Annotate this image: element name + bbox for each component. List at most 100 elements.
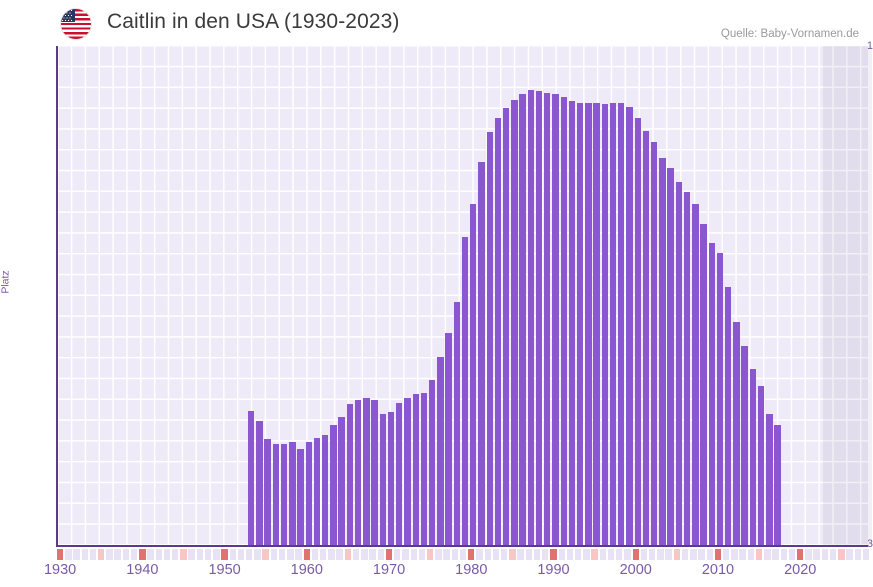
x-tick-minor [410,549,417,560]
x-axis-tick-label: 2020 [784,562,817,578]
x-tick-minor [747,549,755,560]
x-tick-major [632,549,639,560]
x-tick-minor [525,549,533,560]
y-axis-tick-top: 1 [866,40,873,52]
x-tick-half [509,549,516,560]
bar [420,392,428,545]
x-axis-tick-label: 2010 [701,562,735,578]
bar [749,368,757,545]
x-tick-major [385,549,393,560]
x-tick-minor [492,549,500,560]
x-tick-minor [821,549,829,560]
bar [363,398,370,545]
x-tick-minor [607,549,615,560]
page-title: Caitlin in den USA (1930-2023) [107,10,400,33]
x-axis-tick-label: 1930 [43,562,77,578]
bar [502,108,510,545]
bar [511,99,518,545]
x-tick-minor [122,549,130,560]
source-attribution: Quelle: Baby-Vornamen.de [720,28,859,40]
x-axis-tick-label: 1950 [208,562,241,578]
x-tick-minor [739,549,746,560]
x-tick-minor [640,549,648,560]
x-tick-minor [418,549,426,560]
plot-area [56,46,873,547]
x-tick-major [797,549,804,560]
x-tick-minor [484,549,491,560]
x-tick-half [98,549,105,560]
x-tick-minor [270,549,278,560]
x-tick-minor [163,549,171,560]
bar [593,102,600,545]
x-tick-minor [698,549,705,560]
bar [445,333,452,545]
bar [387,412,395,545]
x-tick-minor [254,549,261,560]
bar [675,181,683,545]
x-tick-minor [147,549,154,560]
bar [264,439,271,545]
bar [322,435,329,545]
x-axis-tick-label: 1970 [372,562,406,578]
x-axis-tick-label: 1960 [290,562,323,578]
x-tick-half [838,549,845,560]
bar [733,321,740,545]
x-tick-major [714,549,722,560]
x-tick-minor [813,549,820,560]
x-tick-minor [599,549,607,560]
bar [313,437,321,545]
bar [346,403,354,545]
bar [486,132,493,545]
bar [289,442,296,545]
x-tick-minor [681,549,689,560]
bar [552,94,559,545]
x-tick-minor [237,549,245,560]
x-tick-major [221,549,228,560]
bar [535,91,543,545]
bar [396,402,403,545]
bar [428,379,436,545]
bar [634,118,641,545]
x-tick-minor [402,549,409,560]
x-tick-minor [65,549,72,560]
bar [379,413,387,545]
bars-layer [58,46,868,545]
x-tick-minor [542,549,549,560]
x-tick-half [180,549,187,560]
x-tick-minor [624,549,631,560]
x-tick-minor [114,549,121,560]
bar [609,102,617,545]
x-tick-minor [172,549,179,560]
bar [371,399,378,545]
x-tick-half [344,549,352,560]
x-tick-minor [328,549,335,560]
x-tick-minor [246,549,253,560]
x-tick-minor [188,549,195,560]
x-tick-minor [476,549,483,560]
x-tick-minor [558,549,565,560]
x-tick-minor [451,549,459,560]
x-tick-minor [533,549,541,560]
x-tick-major [139,549,146,560]
x-tick-minor [213,549,220,560]
x-tick-minor [320,549,327,560]
bar [412,394,419,545]
x-axis-tick-label: 1940 [126,562,159,578]
bar [716,252,724,545]
bar [544,92,551,545]
bar [618,102,625,545]
x-tick-minor [435,549,442,560]
x-tick-minor [566,549,574,560]
bar [601,104,609,545]
bar [741,345,748,545]
x-tick-half [673,549,681,560]
bar [478,162,485,545]
flag-canton [61,9,75,22]
bar [700,224,707,545]
x-axis-tick-strip [56,549,870,560]
x-axis-tick-label: 1990 [537,562,570,578]
x-tick-minor [805,549,812,560]
chart-header: Caitlin in den USA (1930-2023) Quelle: B… [0,0,873,44]
bar [256,420,263,545]
y-axis-title: Platz [0,270,12,294]
